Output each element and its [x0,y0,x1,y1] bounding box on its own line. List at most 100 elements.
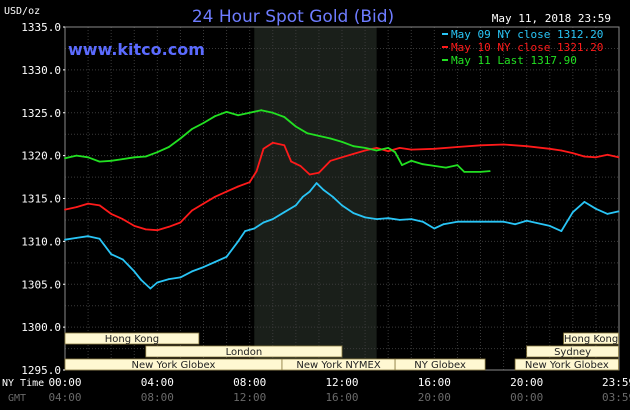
y-tick-label: 1335.0 [21,21,61,34]
series-2-point [121,218,124,221]
series-1-point [179,276,182,279]
y-tick-label: 1300.0 [21,321,61,334]
series-1-point [283,211,286,214]
series-2-point [329,159,332,162]
series-1-point [514,223,516,226]
series-2-point [410,148,413,151]
series-3-point [133,156,136,159]
series-1-point [301,195,304,198]
series-1-point [352,212,355,215]
series-3-point [375,149,378,152]
session-label: Sydney [554,347,591,358]
session-label: Hong Kong [105,334,159,345]
series-2-point [133,225,136,227]
series-3-point [294,125,297,128]
series-1-point [322,189,325,191]
series-3-point [445,166,447,169]
session-label: London [226,347,263,358]
series-3-point [352,145,355,148]
session-bar [64,332,200,345]
series-2-point [352,153,355,155]
series-2-point [525,145,528,148]
series-1-point [525,219,528,222]
series-1-point [433,227,436,230]
series-1-point [244,230,247,233]
series-1-point [571,211,574,214]
series-1-point [214,261,216,263]
series-1-point [560,230,563,233]
series-3-point [433,165,436,167]
ny-time-label: NY Time [2,378,44,389]
series-3-point [394,151,396,154]
series-3-point [191,128,193,130]
x-tick-label-ny: 08:00 [233,376,266,389]
x-tick-label-gmt: 04:00 [48,391,81,404]
series-3-point [410,159,413,162]
x-tick-label-gmt: 03:59 [602,391,630,404]
x-tick-label-ny: 04:00 [141,376,174,389]
session-label: NY Globex [414,360,466,371]
series-2-point [548,147,551,150]
series-3-point [456,164,459,167]
series-1-point [121,258,124,261]
series-3-point [202,122,205,124]
series-2-point [456,146,459,148]
series-1-point [442,223,445,226]
series-2-point [283,144,286,147]
series-1-point [149,287,152,290]
series-3-point [110,159,113,162]
series-1-point [583,201,586,203]
series-2-point [110,213,113,215]
series-3-point [87,156,89,159]
series-1-point [456,220,459,223]
series-2-point [156,229,159,232]
series-2-point [179,221,182,224]
series-3-point [306,132,309,135]
series-2-point [583,155,586,158]
series-2-point [617,156,620,159]
series-2-point [237,185,240,188]
series-2-point [191,209,193,212]
series-2-point [75,206,78,209]
series-2-point [398,147,401,149]
series-2-point [168,225,170,228]
series-2-point [290,160,293,163]
series-2-point [308,173,311,176]
series-2-point [202,202,205,205]
series-3-point [283,116,286,118]
series-3-point [75,154,78,157]
series-1-point [387,217,390,220]
chart-title: 24 Hour Spot Gold (Bid) [192,7,394,27]
series-3-point [463,171,466,173]
series-3-point [364,147,366,149]
session-bar [526,345,619,358]
series-3-point [168,146,170,148]
series-3-point [179,137,182,140]
y-tick-label: 1315.0 [21,193,61,206]
series-1-point [548,225,551,227]
x-tick-label-ny: 12:00 [325,376,358,389]
series-3-point [479,171,482,173]
y-tick-label: 1310.0 [21,235,61,248]
series-1-point [75,237,78,239]
x-tick-label-ny: 20:00 [510,376,543,389]
series-1-point [364,216,366,219]
series-2-point [225,190,228,193]
x-tick-label-ny: 16:00 [418,376,451,389]
series-1-point [140,279,143,281]
series-1-point [479,220,482,223]
series-1-point [191,270,193,273]
series-line-1 [64,182,619,290]
series-2-point [479,144,482,147]
session-label: New York NYMEX [296,360,381,371]
legend-entry: May 11 Last 1317.90 [451,54,577,67]
x-tick-label-gmt: 12:00 [233,391,266,404]
series-2-point [255,170,258,173]
series-2-point [214,195,216,198]
series-1-point [87,235,89,238]
series-2-point [64,208,66,211]
series-2-point [502,143,505,146]
session-bar [563,332,619,345]
gmt-label: GMT [8,393,26,404]
